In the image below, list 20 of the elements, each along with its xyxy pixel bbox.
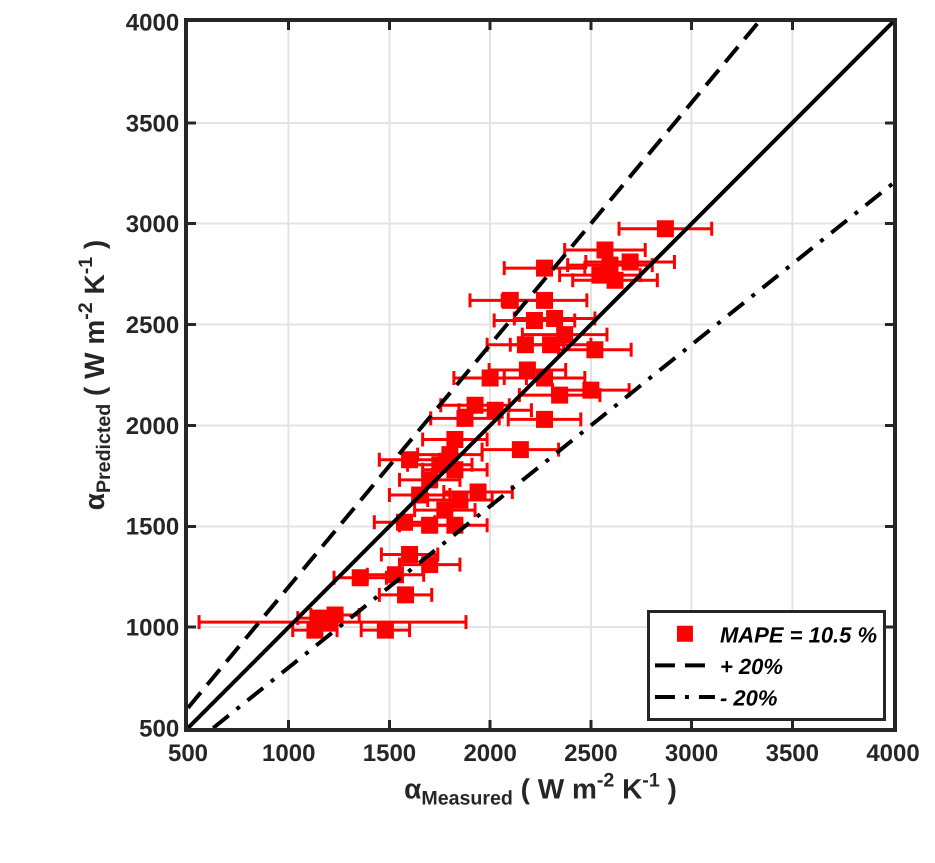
y-tick-label: 4000: [126, 9, 180, 36]
legend-label: - 20%: [720, 686, 778, 711]
legend-label: MAPE = 10.5 %: [720, 622, 878, 648]
y-tick-label: 2000: [126, 412, 180, 440]
y-tick-label: 2500: [126, 312, 180, 339]
x-tick-label: 2500: [564, 740, 618, 767]
x-axis-title: α$_{Measured}$ ( W m$^{-2}$ K$^{-1}$ ): [404, 770, 677, 810]
x-tick-label: 4000: [866, 740, 920, 767]
legend-label: + 20%: [720, 654, 783, 679]
x-tick-label: 500: [168, 740, 208, 767]
y-tick-label: 500: [139, 715, 180, 742]
y-tick-label: 1000: [126, 614, 180, 642]
y-tick-label: 3000: [126, 211, 180, 238]
y-tick-label: 3500: [126, 110, 180, 138]
x-tick-label: 3500: [766, 740, 819, 767]
x-tick-label: 3000: [664, 740, 718, 767]
x-tick-label: 2000: [463, 740, 517, 767]
x-tick-label: 1000: [262, 740, 316, 767]
y-tick-label: 1500: [126, 514, 180, 541]
x-tick-label: 1500: [362, 740, 416, 767]
